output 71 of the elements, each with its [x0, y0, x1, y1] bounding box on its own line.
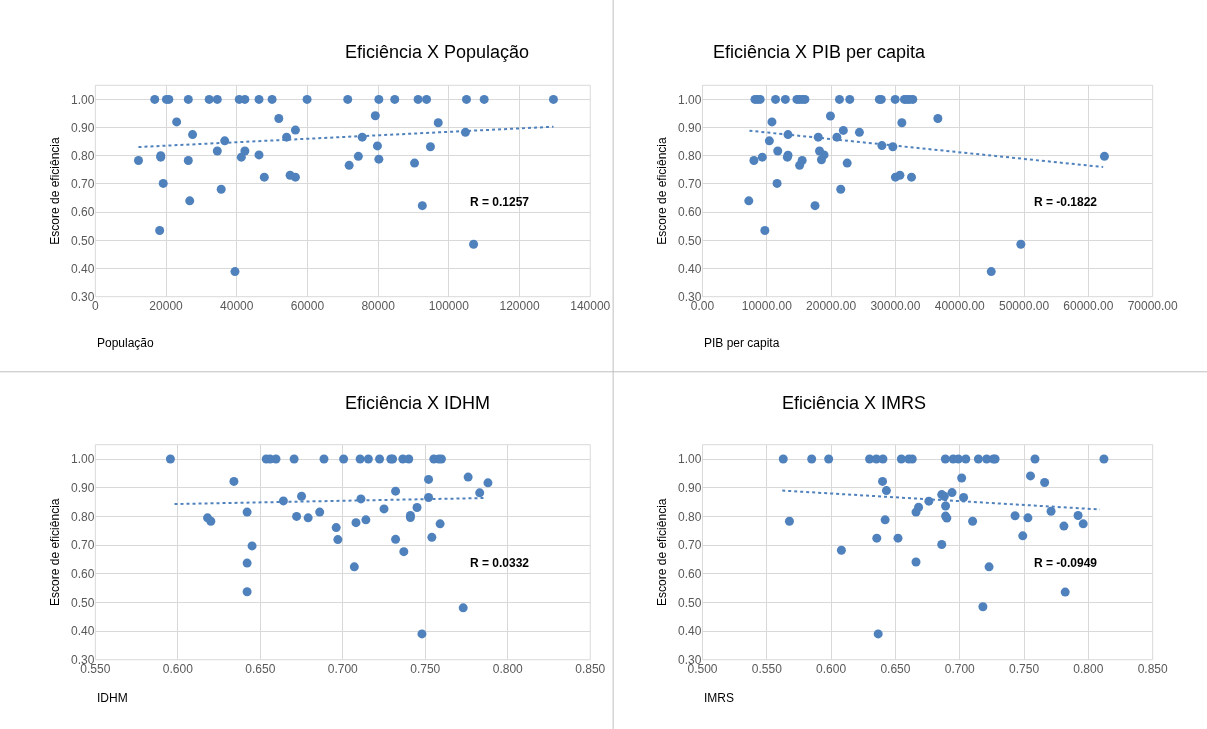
y-tick-label: 0.80: [678, 509, 702, 524]
chart-title: Eficiência X IDHM: [345, 393, 491, 413]
x-tick-label: 0.600: [162, 661, 194, 676]
y-tick-label: 1.00: [678, 452, 702, 467]
y-tick-label: 0.70: [678, 177, 702, 192]
x-tick-label: 0.800: [1073, 661, 1104, 676]
x-axis-title: População: [97, 336, 155, 350]
x-tick-label: 0.750: [410, 661, 441, 676]
x-tick-label: 10000.00: [741, 298, 793, 313]
x-tick-label: 0.550: [751, 661, 783, 676]
x-tick-label: 40000.00: [934, 298, 986, 313]
y-axis-title: Escore de eficiência: [655, 498, 670, 606]
y-tick-label: 0.80: [70, 509, 95, 524]
x-tick-label: 0.850: [575, 661, 606, 676]
x-tick-label: 120000: [499, 298, 540, 313]
x-tick-label: 0.800: [492, 661, 524, 676]
chart-title: Eficiência X IMRS: [782, 393, 927, 413]
x-tick-label: 60000.00: [1063, 298, 1114, 313]
x-tick-label: 100000: [428, 298, 470, 313]
y-tick-label: 0.50: [678, 595, 702, 610]
y-tick-label: 0.60: [70, 205, 95, 220]
x-tick-label: 30000.00: [870, 298, 921, 313]
y-tick-label: 0.40: [70, 624, 95, 639]
x-tick-label: 20000: [149, 298, 184, 313]
x-tick-label: 20000.00: [806, 298, 857, 313]
y-tick-label: 0.40: [70, 261, 95, 276]
chart-title: Eficiência X PIB per capita: [713, 42, 927, 62]
y-tick-label: 0.90: [678, 480, 702, 495]
y-tick-label: 0.90: [678, 120, 702, 135]
x-tick-label: 0.750: [1009, 661, 1040, 676]
chart-title: Eficiência X População: [345, 42, 530, 62]
y-tick-label: 0.40: [678, 261, 702, 276]
y-tick-label: 1.00: [70, 452, 95, 467]
x-tick-label: 0.600: [816, 661, 847, 676]
x-axis-title: IMRS: [704, 691, 734, 705]
y-tick-label: 0.70: [678, 538, 702, 553]
x-axis-title: PIB per capita: [704, 336, 780, 350]
y-tick-label: 0.50: [678, 233, 702, 248]
y-tick-label: 0.40: [678, 624, 702, 639]
x-tick-label: 50000.00: [999, 298, 1050, 313]
x-tick-label: 0.700: [327, 661, 359, 676]
x-tick-label: 80000: [361, 298, 396, 313]
y-tick-label: 1.00: [678, 92, 702, 107]
y-tick-label: 0.80: [678, 148, 702, 163]
y-tick-label: 0.90: [70, 480, 95, 495]
y-tick-label: 0.80: [70, 148, 95, 163]
y-tick-label: 0.70: [70, 177, 95, 192]
y-tick-label: 0.60: [678, 205, 702, 220]
annotation: R = -0.0949: [1034, 556, 1098, 570]
x-tick-label: 0.650: [880, 661, 911, 676]
x-tick-label: 70000.00: [1127, 298, 1179, 313]
x-tick-label: 60000: [290, 298, 325, 313]
annotation: R = -0.1822: [1034, 195, 1098, 209]
x-tick-label: 40000: [220, 298, 254, 313]
y-axis-title: Escore de eficiência: [655, 136, 670, 245]
y-tick-label: 0.70: [70, 538, 95, 553]
y-tick-label: 0.60: [678, 566, 702, 581]
y-tick-label: 1.00: [70, 92, 95, 107]
y-axis-title: Escore de eficiência: [48, 136, 63, 245]
x-tick-label: 140000: [570, 298, 611, 313]
x-tick-label: 0.700: [944, 661, 976, 676]
x-tick-label: 0.850: [1137, 661, 1169, 676]
y-axis-title: Escore de eficiência: [48, 498, 63, 606]
y-tick-label: 0.50: [70, 595, 95, 610]
x-axis-title: IDHM: [97, 691, 128, 705]
y-tick-label: 0.50: [70, 233, 95, 248]
y-tick-label: 0.60: [70, 566, 95, 581]
y-tick-label: 0.90: [70, 120, 95, 135]
annotation: R = 0.0332: [470, 556, 530, 570]
annotation: R = 0.1257: [470, 195, 530, 209]
x-tick-label: 0.650: [245, 661, 276, 676]
